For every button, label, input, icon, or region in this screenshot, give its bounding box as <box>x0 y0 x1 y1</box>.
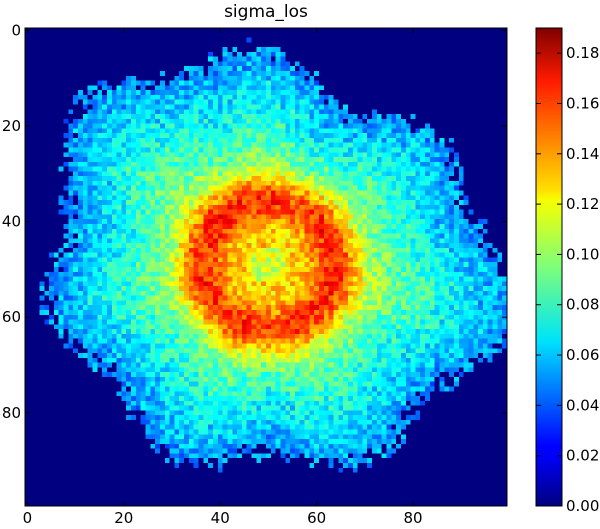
x-tick-label: 60 <box>307 509 326 524</box>
colorbar-tick-label: 0.06 <box>566 346 599 364</box>
y-tick-label: 80 <box>2 404 21 422</box>
plot-frame <box>24 27 508 507</box>
chart-title: sigma_los <box>224 2 308 22</box>
colorbar-ticks: 0.00 0.02 0.04 0.06 0.08 0.10 0.12 0.14 0.16 0.18 <box>536 44 599 515</box>
y-tick-label: 40 <box>2 213 21 231</box>
colorbar-tick-label: 0.08 <box>566 296 599 314</box>
colorbar-tick-label: 0.02 <box>566 447 599 465</box>
colorbar-tick-label: 0.10 <box>566 245 599 263</box>
colorbar-tick-label: 0.16 <box>566 94 599 112</box>
x-tick-label: 40 <box>211 509 230 524</box>
x-axis: 0 20 40 60 80 <box>23 28 423 527</box>
y-tick-label: 20 <box>2 117 21 135</box>
heatmap-image <box>25 28 507 506</box>
colorbar-tick-label: 0.04 <box>566 396 599 414</box>
colorbar-tick-label: 0.14 <box>566 145 599 163</box>
x-tick-label: 0 <box>23 509 33 524</box>
x-tick-label: 80 <box>403 509 422 524</box>
colorbar-tick-label: 0.12 <box>566 195 599 213</box>
heatmap-layer <box>25 28 507 506</box>
colorbar-tick-label: 0.18 <box>566 44 599 62</box>
x-tick-label: 20 <box>114 509 133 524</box>
colorbar-tick-label: 0.00 <box>566 497 599 515</box>
y-tick-label: 60 <box>2 308 21 326</box>
colorbar <box>535 27 563 507</box>
y-tick-label: 0 <box>11 21 21 39</box>
y-axis: 0 20 40 60 80 <box>2 21 507 422</box>
